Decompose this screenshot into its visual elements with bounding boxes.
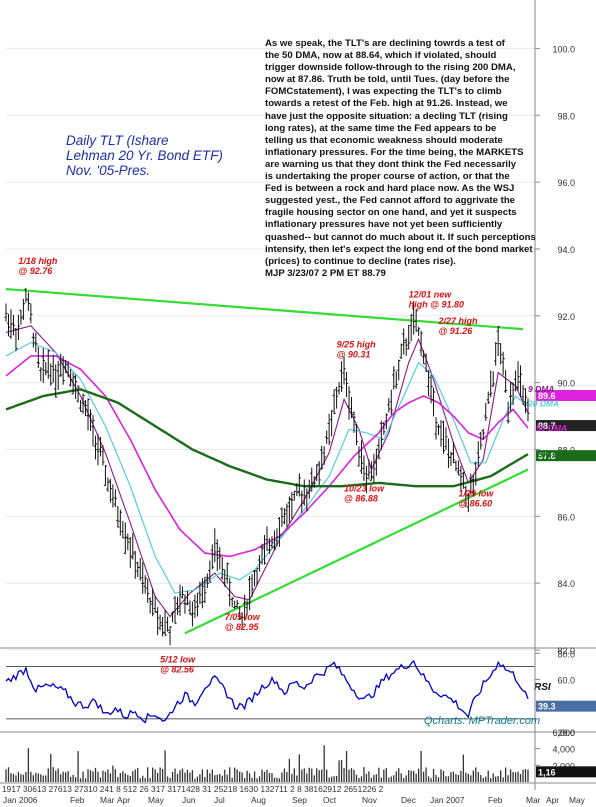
price-tick-label: 92.0	[557, 312, 575, 322]
price-bars	[4, 288, 530, 646]
volume-panel	[5, 745, 529, 782]
rsi-tick-label: 60.0	[557, 676, 575, 686]
annotation-label: 7/05 low	[225, 612, 261, 622]
annotation-label: high @ 91.80	[409, 299, 464, 309]
grid-lines	[6, 47, 535, 651]
price-tick-label: 94.0	[557, 245, 575, 255]
annotation-label: 1/29 low	[458, 488, 494, 498]
annotations: 9 DMA 20 DMA 50 DMA 200 DMA 1/18 high@ 92.76…	[18, 256, 571, 675]
x-month-label: Feb	[488, 795, 503, 805]
price-tag-label: 87.8	[538, 451, 556, 461]
commentary-text: As we speak, the TLT's are declining tow…	[265, 38, 536, 279]
annotation-label: @ 90.31	[337, 350, 371, 360]
trendline-lower	[184, 468, 529, 635]
legend-dma50: 50 DMA	[536, 423, 567, 433]
volume-tag	[536, 766, 596, 778]
price-tick-label: 96.0	[557, 178, 575, 188]
annotation-label: @ 86.60	[458, 498, 492, 508]
price-tick-label: 100.0	[552, 44, 575, 54]
x-month-label: Feb	[70, 795, 85, 805]
rsi-tick-label: 80.0	[557, 649, 575, 659]
price-tick-label: 86.0	[557, 512, 575, 522]
x-month-label: Jul	[214, 795, 225, 805]
annotation-label: 12/01 new	[409, 289, 453, 299]
price-tag	[536, 390, 596, 401]
x-month-label: Oct	[323, 795, 337, 805]
source-credit: Qcharts: MPTrader.com	[424, 715, 541, 727]
volume-tag-label: 1,16	[538, 767, 556, 777]
rsi-tag-label: 39.3	[538, 702, 556, 712]
chart-title: Daily TLT (Ishare Lehman 20 Yr. Bond ETF…	[66, 133, 223, 178]
rsi-line	[5, 659, 529, 724]
price-tag	[536, 450, 596, 462]
annotation-label: @ 82.95	[225, 622, 260, 632]
x-month-label: Jun	[182, 795, 196, 805]
annotation-label: 10/23 low	[344, 483, 385, 493]
x-month-label: Apr	[546, 795, 559, 805]
x-tick-labels: 1917 30613 27613 27310 241 8 512 26 317 …	[2, 784, 384, 794]
x-month-label: Sep	[292, 795, 307, 805]
series-dma20	[5, 341, 529, 594]
x-month-label: Jan 2007	[430, 795, 465, 805]
x-month-label: Mar	[526, 795, 541, 805]
legend-dma20: 20 DMA	[527, 398, 559, 408]
legend-dma200: 200 DMA	[535, 449, 572, 459]
rsi-tick-label: 20.0	[557, 728, 575, 738]
x-month-label: Aug	[251, 795, 266, 805]
price-tick-label: 84.0	[557, 579, 575, 589]
price-tag-label: 88.7	[538, 421, 556, 431]
price-tag-label: 89.6	[538, 391, 556, 401]
rsi-tag	[536, 700, 596, 712]
rsi-label: RSI	[534, 682, 551, 693]
annotation-label: 9/25 high	[337, 340, 377, 350]
x-month-label: Dec	[401, 795, 416, 805]
price-tick-label: 98.0	[557, 111, 575, 121]
volume-tick-label: 4,000	[552, 745, 575, 755]
annotation-label: 2/27 high	[438, 316, 479, 326]
volume-tick-label: 6,000	[552, 728, 575, 738]
price-tick-label: 90.0	[557, 379, 575, 389]
x-month-label: Nov	[362, 795, 378, 805]
x-month-label: May	[148, 795, 165, 805]
annotation-label: @ 86.88	[344, 493, 378, 503]
price-tick-label: 82.0	[557, 646, 575, 656]
x-month-label: May	[569, 795, 586, 805]
series-dma200	[5, 388, 529, 488]
x-month-label: Apr	[117, 795, 130, 805]
x-month-label: Jan 2006	[3, 795, 38, 805]
annotation-label: 1/18 high	[18, 256, 58, 266]
rsi-panel: RSI	[5, 659, 551, 724]
annotation-label: @ 91.26	[439, 326, 474, 336]
annotation-label: 5/12 low	[160, 655, 196, 665]
annotation-label: @ 92.76	[18, 266, 53, 276]
price-tag	[536, 420, 596, 432]
x-month-label: Mar	[100, 795, 115, 805]
trendline-upper	[5, 287, 524, 331]
legend-dma9: 9 DMA	[528, 384, 554, 394]
annotation-label: @ 82.56	[160, 665, 195, 675]
trendlines	[5, 287, 529, 635]
